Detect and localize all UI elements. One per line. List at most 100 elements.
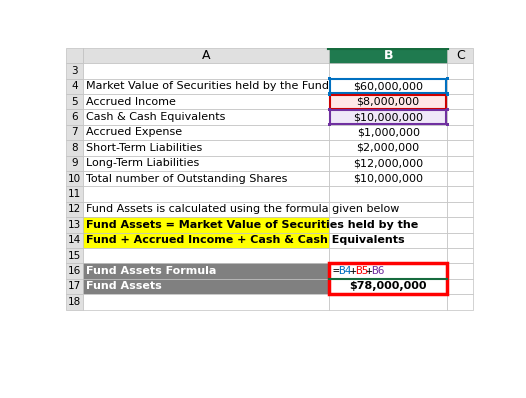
Text: B: B [383,49,393,62]
Bar [330,79,446,93]
Bar [66,140,83,156]
Bar [447,94,473,109]
Bar [83,202,329,217]
Text: $12,000,000: $12,000,000 [353,158,423,168]
Bar [329,156,447,171]
Text: 18: 18 [68,297,81,307]
Bar [328,123,331,126]
Bar [447,171,473,186]
Bar [66,248,83,263]
Text: Long-Term Liabilities: Long-Term Liabilities [86,158,199,168]
Bar [329,171,447,186]
Text: B6: B6 [371,266,385,276]
Text: Fund + Accrued Income + Cash & Cash Equivalents: Fund + Accrued Income + Cash & Cash Equi… [86,235,404,245]
Text: 6: 6 [71,112,78,122]
Bar [447,48,473,63]
Bar [330,110,446,124]
Bar [329,294,447,310]
Bar [447,202,473,217]
Text: 7: 7 [71,127,78,137]
Text: Short-Term Liabilities: Short-Term Liabilities [86,143,202,153]
Bar [329,263,447,294]
Bar [83,186,329,202]
Bar [446,92,449,96]
Text: 13: 13 [68,220,81,230]
Text: 15: 15 [68,251,81,261]
Bar [66,202,83,217]
Text: =: = [332,266,339,276]
Text: 4: 4 [71,81,78,91]
Text: B4: B4 [338,266,351,276]
Bar [66,125,83,140]
Bar [66,186,83,202]
Bar [83,109,329,125]
Bar [446,108,449,111]
Text: Total number of Outstanding Shares: Total number of Outstanding Shares [86,174,287,183]
Bar [329,63,447,78]
Bar [329,263,447,279]
Bar [329,217,447,232]
Bar [329,202,447,217]
Bar [329,186,447,202]
Bar [66,78,83,94]
Bar [329,78,447,94]
Bar [83,232,329,248]
Bar [83,125,329,140]
Text: Fund Assets Formula: Fund Assets Formula [86,266,216,276]
Bar [447,109,473,125]
Bar [66,94,83,109]
Text: $10,000,000: $10,000,000 [353,174,423,183]
Bar [66,279,83,294]
Text: Fund Assets = Market Value of Securities held by the: Fund Assets = Market Value of Securities… [86,220,418,230]
Bar [447,125,473,140]
Bar [66,156,83,171]
Text: $1,000,000: $1,000,000 [357,127,420,137]
Bar [66,263,83,279]
Bar [329,125,447,140]
Bar [83,171,329,186]
Bar [329,109,447,125]
Bar [83,263,329,279]
Text: 12: 12 [68,205,81,215]
Text: 11: 11 [68,189,81,199]
Bar [66,48,83,63]
Text: 14: 14 [68,235,81,245]
Bar [329,232,447,248]
Text: $2,000,000: $2,000,000 [357,143,420,153]
Text: Market Value of Securities held by the Fund: Market Value of Securities held by the F… [86,81,329,91]
Bar [446,77,449,80]
Bar [83,94,329,109]
Bar [83,156,329,171]
Bar [328,77,331,80]
Bar [447,140,473,156]
Text: 8: 8 [71,143,78,153]
Bar [66,232,83,248]
Bar [83,63,329,78]
Bar [447,186,473,202]
Bar [83,48,329,63]
Bar [66,217,83,232]
Bar [446,123,449,126]
Bar [447,156,473,171]
Text: 9: 9 [71,158,78,168]
Bar [83,248,329,263]
Text: Cash & Cash Equivalents: Cash & Cash Equivalents [86,112,225,122]
Text: $10,000,000: $10,000,000 [353,112,423,122]
Bar [329,140,447,156]
Text: Accrued Income: Accrued Income [86,97,176,107]
Text: 5: 5 [71,97,78,107]
Bar [83,294,329,310]
Bar [66,171,83,186]
Text: $78,000,000: $78,000,000 [349,281,427,291]
Bar [66,294,83,310]
Bar [447,263,473,279]
Bar [447,232,473,248]
Bar [329,94,447,109]
Text: 3: 3 [71,66,78,76]
Bar [329,48,447,63]
Bar [447,294,473,310]
Text: Fund Assets: Fund Assets [86,281,161,291]
Bar [66,63,83,78]
Text: 10: 10 [68,174,81,183]
Bar [66,109,83,125]
